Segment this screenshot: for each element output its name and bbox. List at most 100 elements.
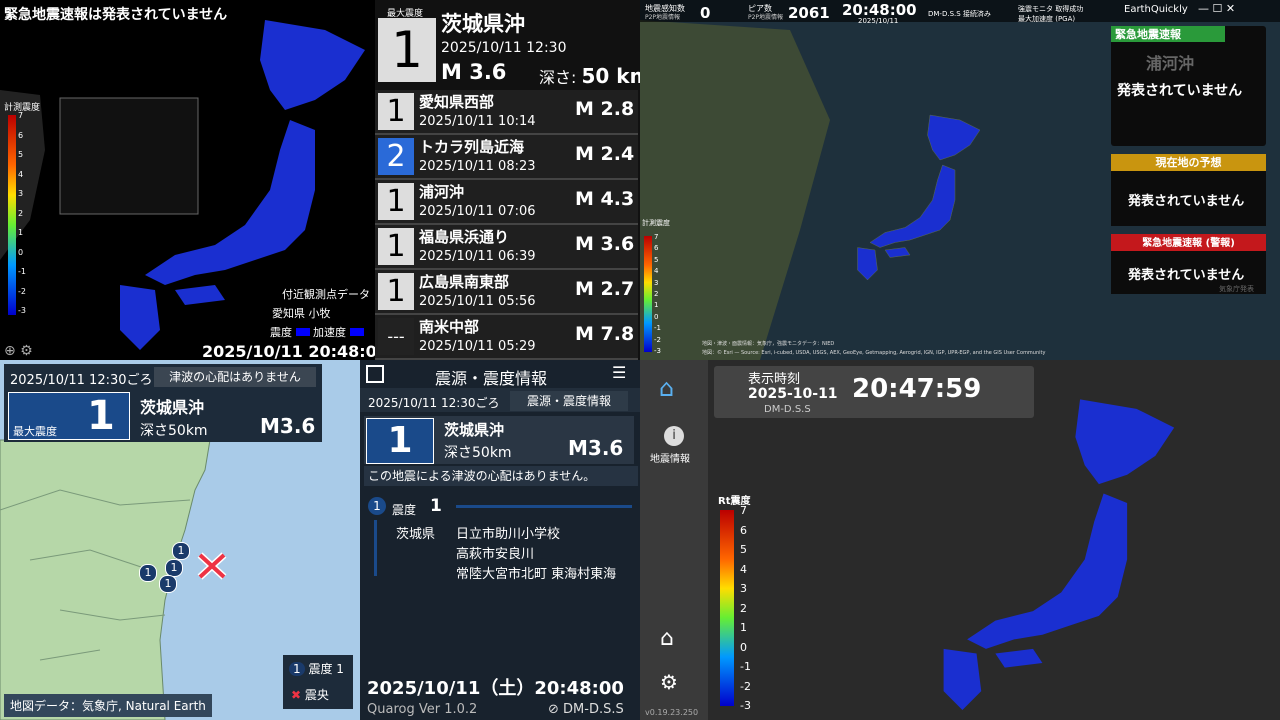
intensity-marker: 1	[159, 575, 177, 593]
version: v0.19.23.250	[645, 708, 699, 717]
depth: 深さ50km	[444, 445, 512, 461]
history-item: 2 トカラ列島近海 2025/10/11 08:23 M 2.4	[375, 135, 638, 180]
magnitude: M 2.8	[575, 98, 635, 120]
place: トカラ列島近海	[419, 138, 525, 156]
magnitude: M 3.6	[441, 60, 507, 84]
scale-label: -2	[18, 286, 26, 296]
scale-label: -3	[740, 699, 751, 712]
station: 常陸大宮市北町 東海村東海	[456, 567, 617, 582]
eew-title: 緊急地震速報	[1111, 26, 1225, 42]
quarog-panel: 震源・震度情報 ☰ 2025/10/11 12:30ごろ 震源・震度情報 1 茨…	[360, 360, 640, 720]
attribution: 地図：© Esri — Source: Esri, i-cubed, USDA,…	[702, 350, 1046, 356]
warn-title: 緊急地震速報 (警報)	[1111, 234, 1266, 251]
intensity-marker: 1	[165, 559, 183, 577]
label: ピア数	[748, 4, 772, 13]
intensity: 1	[378, 93, 414, 130]
settings-button[interactable]: ⊕ ⚙	[4, 343, 33, 359]
eew-box: 緊急地震速報 浦河沖 発表されていません	[1111, 26, 1266, 146]
sidebar: ⌂ i 地震情報 ⌂ ⚙ v0.19.23.250	[640, 360, 708, 720]
intensity: ---	[378, 318, 414, 355]
toggle[interactable]	[366, 365, 384, 383]
depth: 深さ: 50 km	[539, 64, 640, 88]
warn-status: 発表されていません	[1128, 268, 1245, 283]
place: 茨城県沖	[140, 398, 205, 417]
version: Quarog Ver 1.0.2	[367, 702, 478, 717]
legend: 1 震度 1 ✖ 震央	[283, 655, 353, 709]
kmoni-panel: 緊急地震速報は発表されていません 計測震度 付近観測点データ 愛知県 小牧 震度…	[0, 0, 640, 360]
pref: 茨城県	[396, 527, 436, 542]
jma: 気象庁発表	[1219, 285, 1254, 293]
local-status: 発表されていません	[1128, 194, 1245, 209]
time: 2025/10/11 12:30	[441, 40, 567, 56]
magnitude: M 3.6	[575, 233, 635, 255]
source: DM-D.S.S	[764, 404, 811, 415]
clock: 2025/10/11 20:48:00	[202, 342, 388, 360]
bar	[374, 520, 377, 576]
history-item: --- 南米中部 2025/10/11 05:29 M 7.8	[375, 315, 638, 360]
history-item: 1 広島県南東部 2025/10/11 05:56 M 2.7	[375, 270, 638, 315]
home-button[interactable]: ⌂	[660, 626, 674, 651]
scale-label: 1	[18, 228, 24, 237]
value: 50 km	[581, 64, 641, 88]
place: 福島県浜通り	[419, 228, 510, 246]
date: 2025-10-11	[748, 386, 838, 402]
title: 震源・震度情報	[435, 369, 548, 388]
intensity-marker: 1	[139, 564, 157, 582]
scale-label: 0	[740, 640, 747, 654]
time: 2025/10/11 05:56	[419, 294, 536, 309]
scale-label: 7	[18, 111, 24, 120]
magnitude: M 7.8	[575, 323, 635, 345]
tab[interactable]: 震源・震度情報	[510, 391, 628, 411]
value: 1	[430, 496, 442, 516]
eew-status: 発表されていません	[1117, 83, 1243, 99]
time: 2025/10/11 12:30ごろ	[368, 396, 500, 410]
scale-label: 3	[654, 278, 659, 287]
earthquickly-panel: 地震感知数 P2P地震情報 0 ピア数 P2P地震情報 2061 20:48:0…	[640, 0, 1280, 360]
max-label: 最大震度	[387, 9, 424, 19]
scale-label: 1	[654, 301, 659, 310]
scale-label: -2	[654, 335, 661, 344]
intensity-icon: 1	[368, 497, 386, 515]
list-panel: 最大震度 1 茨城県沖 2025/10/11 12:30 M 3.6 深さ: 5…	[375, 0, 640, 360]
label: 加速度	[313, 326, 346, 339]
scale-label: 0	[18, 247, 24, 257]
time-label: 表示時刻	[748, 372, 801, 387]
place: 浦河沖	[419, 183, 465, 201]
place: 南米中部	[419, 318, 480, 336]
max-intensity: 1	[378, 18, 436, 82]
scale-label: -3	[18, 306, 26, 315]
menu-button[interactable]: ☰	[612, 363, 627, 382]
magnitude: M3.6	[260, 414, 316, 438]
scale-label: 6	[18, 130, 24, 140]
clock: 20:48:00	[842, 1, 917, 19]
magnitude: M 2.7	[575, 278, 635, 300]
scale-label: 2	[18, 208, 24, 218]
time: 2025/10/11 06:39	[419, 249, 536, 264]
info-button[interactable]: i	[664, 426, 684, 446]
label: 深さ:	[539, 68, 577, 87]
eew-banner: 緊急地震速報は発表されていません	[4, 7, 228, 23]
scale-label: 5	[18, 150, 24, 159]
home-button[interactable]: ⌂	[659, 374, 675, 402]
history-item: 1 福島県浜通り 2025/10/11 06:39 M 3.6	[375, 225, 638, 270]
scale-label: -2	[740, 679, 751, 693]
max-label: 最大震度	[13, 425, 57, 438]
label: P2P地震情報	[645, 14, 681, 21]
scale-title: Rt震度	[718, 496, 751, 507]
intensity: 1	[378, 228, 414, 265]
status: 最大加速度 (PGA)	[1018, 15, 1076, 23]
legend-label: 震度 1	[308, 662, 344, 676]
place: 愛知県西部	[419, 93, 495, 111]
time: 2025/10/11 10:14	[419, 114, 536, 129]
status: 強震モニタ 取得成功	[1018, 5, 1084, 13]
history-item: 1 浦河沖 2025/10/11 07:06 M 4.3	[375, 180, 638, 225]
window-buttons[interactable]: — ☐ ✕	[1198, 2, 1236, 15]
place: 広島県南東部	[419, 273, 510, 291]
magnitude: M3.6	[568, 436, 624, 460]
depth: 深さ50km	[140, 423, 208, 439]
settings-button[interactable]: ⚙	[660, 670, 678, 694]
time: 2025/10/11 12:30ごろ	[10, 373, 153, 388]
eew-place: 浦河沖	[1146, 54, 1195, 73]
warn-box: 緊急地震速報 (警報) 発表されていません 気象庁発表	[1111, 234, 1266, 294]
